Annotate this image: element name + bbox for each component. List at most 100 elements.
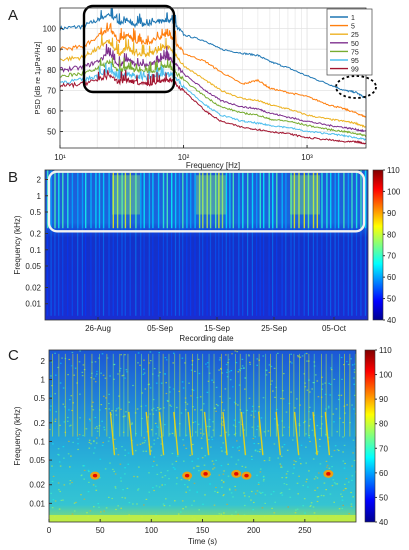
noise-speck <box>218 513 221 515</box>
noise-speck <box>296 482 299 484</box>
noise-speck <box>226 371 228 373</box>
y-tick-label: 0.1 <box>34 437 46 446</box>
striation <box>258 353 260 437</box>
noise-speck <box>198 372 201 375</box>
striation <box>141 353 142 437</box>
striation <box>174 353 176 437</box>
noise-speck <box>305 352 308 355</box>
noise-speck <box>220 513 223 515</box>
noise-speck <box>304 352 307 355</box>
colorbar-tick-label: 40 <box>379 518 388 527</box>
noise-speck <box>215 486 217 489</box>
noise-speck <box>55 411 57 413</box>
x-tick-label: 10² <box>178 153 190 162</box>
legend-label-1: 1 <box>351 15 355 22</box>
noise-speck <box>196 491 198 493</box>
noise-speck <box>268 364 271 366</box>
axes-frame <box>44 169 369 321</box>
stripe-high <box>62 170 64 229</box>
noise-speck <box>268 459 271 461</box>
striation <box>299 353 300 437</box>
noise-speck <box>208 372 211 374</box>
noise-speck <box>50 492 52 494</box>
noise-speck <box>59 424 61 426</box>
noise-speck <box>176 455 179 457</box>
noise-speck <box>333 482 336 484</box>
stripe-high <box>198 170 201 229</box>
noise-speck <box>169 404 172 406</box>
noise-speck <box>274 396 276 398</box>
noise-speck <box>222 421 224 423</box>
stripe-high <box>124 170 127 229</box>
noise-speck <box>200 437 203 439</box>
noise-speck <box>169 433 171 435</box>
noise-speck <box>225 363 228 366</box>
hotspot-core <box>184 473 190 478</box>
noise-speck <box>50 375 52 377</box>
noise-speck <box>324 382 327 384</box>
noise-speck <box>138 466 140 468</box>
noise-speck <box>176 406 178 409</box>
noise-speck <box>103 395 105 397</box>
y-axis-label: Frequency (kHz) <box>13 406 22 465</box>
noise-speck <box>57 482 60 484</box>
colorbar-tick-label: 100 <box>387 187 401 196</box>
noise-speck <box>124 454 126 457</box>
noise-speck <box>101 420 103 422</box>
noise-speck <box>227 475 230 477</box>
stripe-low <box>148 228 150 316</box>
noise-speck <box>254 449 257 451</box>
stripe-low <box>77 228 79 316</box>
stripe-high <box>263 170 265 229</box>
axes-frame <box>59 7 367 149</box>
noise-speck <box>115 410 117 412</box>
noise-speck <box>228 371 231 373</box>
noise-speck <box>219 396 221 398</box>
noise-speck <box>256 474 258 476</box>
noise-speck <box>153 368 156 370</box>
noise-speck <box>248 397 251 399</box>
noise-speck <box>236 440 238 442</box>
stripe-high <box>307 170 310 229</box>
noise-speck <box>256 364 258 366</box>
noise-speck <box>63 421 66 423</box>
stripe-low <box>50 228 52 316</box>
noise-speck <box>137 489 139 491</box>
noise-speck <box>125 411 127 413</box>
noise-speck <box>281 477 283 479</box>
noise-speck <box>221 486 223 488</box>
striation <box>185 353 187 437</box>
noise-speck <box>222 473 225 475</box>
noise-speck <box>259 468 262 470</box>
noise-speck <box>171 432 174 434</box>
noise-speck <box>153 439 156 441</box>
noise-speck <box>126 487 129 489</box>
noise-speck <box>74 367 77 369</box>
noise-speck <box>185 447 188 449</box>
noise-speck <box>241 465 244 467</box>
noise-speck <box>345 488 347 490</box>
downsweep-call <box>109 411 116 456</box>
noise-speck <box>152 399 155 401</box>
noise-speck <box>295 509 297 511</box>
noise-speck <box>145 498 148 500</box>
noise-speck <box>180 412 183 414</box>
noise-speck <box>144 440 147 442</box>
noise-speck <box>329 493 332 495</box>
striation <box>221 353 222 437</box>
noise-speck <box>265 374 268 376</box>
noise-speck <box>249 363 251 365</box>
noise-speck <box>186 403 189 405</box>
noise-speck <box>49 429 51 431</box>
stripe-low <box>281 228 283 316</box>
stripe-high <box>343 170 345 229</box>
noise-speck <box>184 484 186 486</box>
noise-speck <box>194 421 197 423</box>
noise-speck <box>88 441 91 444</box>
x-tick-label: 150 <box>196 526 210 535</box>
striation <box>168 353 170 437</box>
noise-speck <box>67 453 70 455</box>
colorbar-tick-label: 60 <box>387 273 396 282</box>
noise-speck <box>254 493 257 495</box>
